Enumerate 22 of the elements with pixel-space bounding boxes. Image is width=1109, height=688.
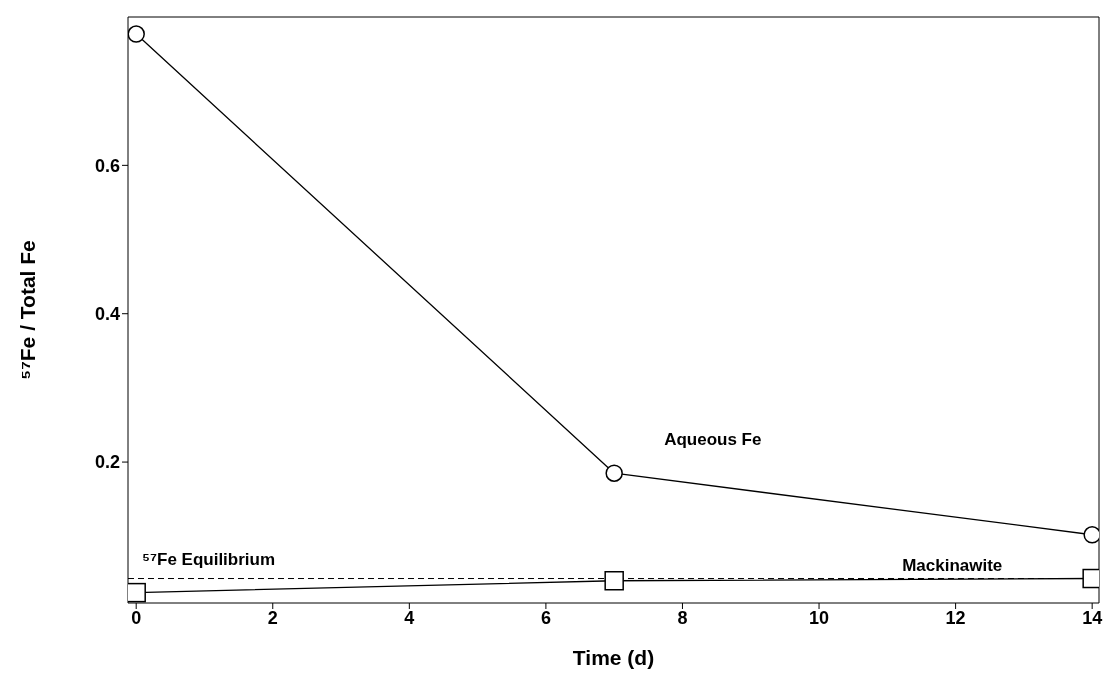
x-axis-title: Time (d)	[572, 646, 655, 669]
y-tick-label: 0.6	[94, 155, 120, 176]
y-tick-label: 0.2	[94, 452, 120, 473]
series-label: Aqueous Fe	[664, 430, 762, 450]
x-tick-label: 0	[131, 607, 142, 628]
series-label: Mackinawite	[902, 555, 1003, 575]
y-tick-label: 0.4	[94, 304, 120, 325]
x-tick-label: 14	[1082, 607, 1103, 628]
x-tick-label: 4	[404, 607, 415, 628]
point	[605, 464, 623, 482]
point	[1082, 568, 1099, 589]
x-tick-label: 8	[677, 607, 688, 628]
ref-line-label: ⁵⁷Fe Equilibrium	[142, 549, 276, 569]
x-tick-label: 10	[809, 607, 830, 628]
x-tick-label: 6	[540, 607, 551, 628]
point	[604, 571, 624, 591]
x-tick-label: 12	[945, 607, 966, 628]
point	[128, 582, 146, 603]
y-axis-title: ⁵⁷Fe / Total Fe	[16, 240, 40, 380]
point	[1083, 526, 1099, 544]
x-tick-label: 2	[267, 607, 278, 628]
point	[128, 25, 145, 43]
